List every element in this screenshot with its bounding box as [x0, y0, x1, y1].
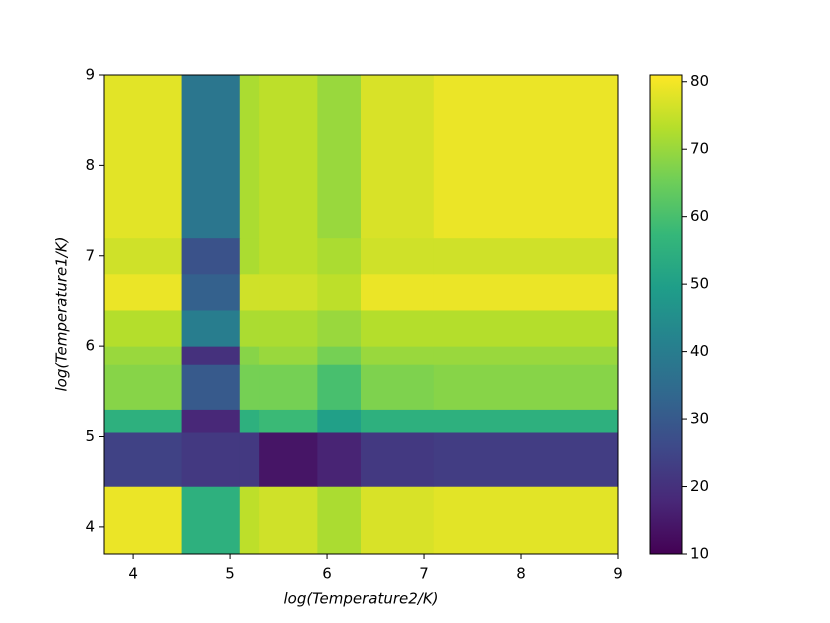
heat-cell: [239, 75, 260, 239]
heat-cell: [361, 409, 435, 433]
heat-cell: [104, 75, 183, 239]
heat-cell: [433, 273, 619, 311]
heat-cell: [259, 486, 318, 555]
heat-cell: [104, 364, 183, 410]
heat-cell: [317, 346, 362, 365]
heat-cell: [181, 486, 241, 555]
heat-cell: [259, 346, 318, 365]
heat-cell: [361, 431, 435, 487]
heat-cell: [317, 309, 362, 347]
colorbar-tick-label: 70: [690, 140, 709, 158]
y-tick-label: 8: [85, 156, 95, 174]
heat-cell: [104, 431, 183, 487]
heat-cell: [433, 346, 619, 365]
heat-cell: [317, 431, 362, 487]
heat-cell: [361, 309, 435, 347]
x-tick-label: 9: [613, 565, 623, 583]
heat-cell: [239, 431, 260, 487]
heat-cell: [239, 273, 260, 311]
heat-cell: [239, 237, 260, 275]
heat-cell: [317, 75, 362, 239]
heat-cell: [259, 237, 318, 275]
heat-cell: [181, 409, 241, 433]
heat-cell: [433, 486, 619, 555]
heat-cell: [259, 309, 318, 347]
y-axis-label: log(Temperature1/K): [53, 236, 71, 391]
heat-cell: [104, 409, 183, 433]
heat-cell: [361, 75, 435, 239]
heat-cell: [239, 409, 260, 433]
heat-cell: [259, 409, 318, 433]
heat-cell: [317, 237, 362, 275]
colorbar-tick-label: 10: [690, 545, 709, 563]
heat-cell: [259, 273, 318, 311]
heat-cell: [317, 273, 362, 311]
heat-cell: [317, 486, 362, 555]
y-tick-label: 6: [85, 337, 95, 355]
heat-cell: [317, 364, 362, 410]
y-tick-label: 5: [85, 427, 95, 445]
y-tick-label: 4: [85, 517, 95, 535]
x-tick-label: 8: [516, 565, 526, 583]
x-tick-label: 7: [419, 565, 429, 583]
heat-cell: [259, 75, 318, 239]
heat-cell: [181, 346, 241, 365]
heat-cell: [181, 273, 241, 311]
heat-cell: [433, 309, 619, 347]
heat-cell: [181, 309, 241, 347]
heat-cell: [361, 237, 435, 275]
heat-cell: [433, 409, 619, 433]
x-tick-label: 4: [128, 565, 138, 583]
heat-cell: [104, 346, 183, 365]
heat-cell: [104, 273, 183, 311]
colorbar: [649, 74, 683, 555]
x-axis-label: log(Temperature2/K): [283, 590, 438, 608]
x-tick-label: 6: [322, 565, 332, 583]
colorbar-tick-label: 20: [690, 477, 709, 495]
heat-cell: [361, 273, 435, 311]
colorbar-tick-label: 80: [690, 72, 709, 90]
y-tick-label: 7: [85, 246, 95, 264]
heat-cell: [239, 346, 260, 365]
colorbar-tick-label: 60: [690, 207, 709, 225]
heat-cell: [239, 486, 260, 555]
heat-cell: [181, 237, 241, 275]
heat-cell: [361, 346, 435, 365]
heat-cell: [433, 75, 619, 239]
heat-cell: [259, 364, 318, 410]
colorbar-tick-label: 40: [690, 342, 709, 360]
x-tick-label: 5: [225, 565, 235, 583]
heat-cell: [317, 409, 362, 433]
heat-cell: [181, 75, 241, 239]
heat-cell: [104, 309, 183, 347]
plot-frame: [103, 74, 619, 555]
heat-cell: [361, 486, 435, 555]
heat-cell: [181, 364, 241, 410]
heat-cell: [433, 364, 619, 410]
heat-cell: [239, 364, 260, 410]
heat-cell: [433, 237, 619, 275]
colorbar-tick-label: 50: [690, 275, 709, 293]
y-tick-label: 9: [85, 66, 95, 84]
heat-cell: [239, 309, 260, 347]
heat-cell: [181, 431, 241, 487]
heat-cell: [259, 431, 318, 487]
heat-cell: [104, 237, 183, 275]
colorbar-tick-label: 30: [690, 410, 709, 428]
heat-cell: [104, 486, 183, 555]
heat-cell: [361, 364, 435, 410]
heat-cell: [433, 431, 619, 487]
